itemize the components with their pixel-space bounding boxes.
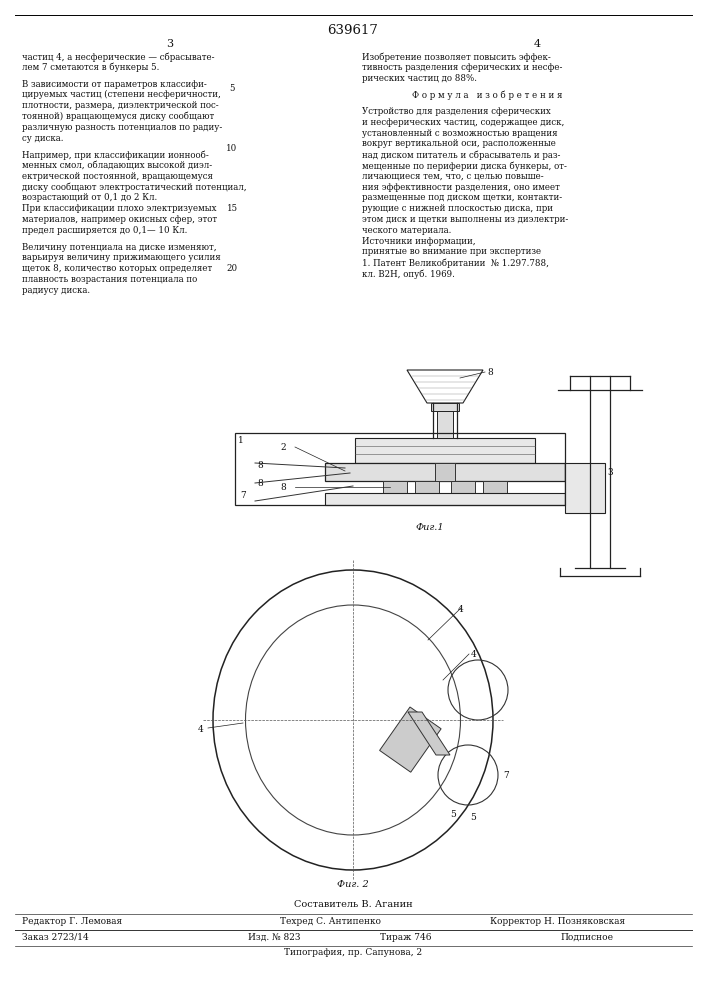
Bar [483,481,507,493]
Text: варьируя величину прижимающего усилия: варьируя величину прижимающего усилия [22,253,221,262]
Text: Ф о р м у л а   и з о б р е т е н и я: Ф о р м у л а и з о б р е т е н и я [412,90,563,100]
Text: 10: 10 [226,144,238,153]
Polygon shape [408,712,450,755]
Text: 5: 5 [470,813,476,822]
Text: 639617: 639617 [327,23,378,36]
Text: принятые во внимание при экспертизе: принятые во внимание при экспертизе [362,247,541,256]
Text: Изд. № 823: Изд. № 823 [248,933,300,942]
Text: различную разность потенциалов по радиу-: различную разность потенциалов по радиу- [22,123,222,132]
Bar [415,481,439,493]
Text: радиусу диска.: радиусу диска. [22,286,90,295]
Text: Изобретение позволяет повысить эффек-: Изобретение позволяет повысить эффек- [362,52,551,62]
Bar [451,481,475,493]
Text: лем 7 сметаются в бункеры 5.: лем 7 сметаются в бункеры 5. [22,63,159,72]
Text: тивность разделения сферических и несфе-: тивность разделения сферических и несфе- [362,63,562,72]
Bar [383,481,407,493]
Text: вокруг вертикальной оси, расположенные: вокруг вертикальной оси, расположенные [362,139,556,148]
Text: 1: 1 [238,436,244,445]
Text: цируемых частиц (степени несферичности,: цируемых частиц (степени несферичности, [22,90,221,99]
Text: 15: 15 [226,204,238,213]
Text: менных смол, обладающих высокой диэл-: менных смол, обладающих высокой диэл- [22,161,212,170]
Text: 1. Патент Великобритании  № 1.297.788,: 1. Патент Великобритании № 1.297.788, [362,258,549,268]
Text: Фиг. 2: Фиг. 2 [337,880,369,889]
Bar [435,463,455,481]
Text: При классификации плохо электризуемых: При классификации плохо электризуемых [22,204,216,213]
Text: Типография, пр. Сапунова, 2: Типография, пр. Сапунова, 2 [284,948,422,957]
Text: щеток 8, количество которых определяет: щеток 8, количество которых определяет [22,264,212,273]
Text: 5: 5 [450,810,456,819]
Text: 4: 4 [471,650,477,659]
Bar [437,411,453,438]
Text: В зависимости от параметров классифи-: В зависимости от параметров классифи- [22,80,206,89]
Text: Источники информации,: Источники информации, [362,237,476,246]
Text: Заказ 2723/14: Заказ 2723/14 [22,933,89,942]
Bar [380,707,441,772]
Text: 4: 4 [198,725,204,734]
Text: установленный с возможностью вращения: установленный с возможностью вращения [362,129,558,138]
Text: 8: 8 [487,368,493,377]
Text: Редактор Г. Лемовая: Редактор Г. Лемовая [22,917,122,926]
Text: мещенные по периферии диска бункеры, от-: мещенные по периферии диска бункеры, от- [362,161,567,171]
Text: Подписное: Подписное [560,933,613,942]
Text: и несферических частиц, содержащее диск,: и несферических частиц, содержащее диск, [362,118,564,127]
Text: су диска.: су диска. [22,134,64,143]
Text: Например, при классификации ионнооб-: Например, при классификации ионнооб- [22,150,209,160]
Text: ния эффективности разделения, оно имеет: ния эффективности разделения, оно имеет [362,183,560,192]
Bar [325,463,565,481]
Text: Корректор Н. Позняковская: Корректор Н. Позняковская [490,917,625,926]
Text: Составитель В. Аганин: Составитель В. Аганин [293,900,412,909]
Text: 2: 2 [280,443,286,452]
Text: рических частиц до 88%.: рических частиц до 88%. [362,74,477,83]
Text: 3: 3 [166,39,173,49]
Text: Тираж 746: Тираж 746 [380,933,431,942]
Text: материалов, например окисных сфер, этот: материалов, например окисных сфер, этот [22,215,217,224]
Text: 3: 3 [607,468,613,477]
Text: рующие с нижней плоскостью диска, при: рующие с нижней плоскостью диска, при [362,204,553,213]
Text: диску сообщают электростатический потенциал,: диску сообщают электростатический потенц… [22,183,247,192]
Text: плотности, размера, диэлектрической пос-: плотности, размера, диэлектрической пос- [22,101,218,110]
Text: Техред С. Антипенко: Техред С. Антипенко [280,917,381,926]
Text: размещенные под диском щетки, контакти-: размещенные под диском щетки, контакти- [362,193,562,202]
Text: возрастающий от 0,1 до 2 Кл.: возрастающий от 0,1 до 2 Кл. [22,193,157,202]
Text: 20: 20 [226,264,238,273]
Text: 8: 8 [257,479,263,488]
Text: Устройство для разделения сферических: Устройство для разделения сферических [362,107,551,116]
Text: 8: 8 [280,483,286,492]
Bar [565,463,605,513]
Text: 7: 7 [240,491,246,500]
Bar [431,403,459,411]
Text: личающиеся тем, что, с целью повыше-: личающиеся тем, что, с целью повыше- [362,172,544,181]
Bar [325,493,565,505]
Bar [355,438,535,463]
Text: Величину потенциала на диске изменяют,: Величину потенциала на диске изменяют, [22,243,216,252]
Text: предел расширяется до 0,1— 10 Кл.: предел расширяется до 0,1— 10 Кл. [22,226,187,235]
Text: 4: 4 [534,39,541,49]
Text: 4: 4 [458,605,464,614]
Text: кл. B2H, опуб. 1969.: кл. B2H, опуб. 1969. [362,269,455,279]
Text: над диском питатель и сбрасыватель и раз-: над диском питатель и сбрасыватель и раз… [362,150,561,160]
Text: ектрической постоянной, вращающемуся: ектрической постоянной, вращающемуся [22,172,213,181]
Text: плавность возрастания потенциала по: плавность возрастания потенциала по [22,275,197,284]
Text: ческого материала.: ческого материала. [362,226,451,235]
Text: 8: 8 [257,461,263,470]
Text: 5: 5 [229,84,235,93]
Text: частиц 4, а несферические — сбрасывате-: частиц 4, а несферические — сбрасывате- [22,52,214,62]
Bar [235,433,565,505]
Text: тоянной) вращающемуся диску сообщают: тоянной) вращающемуся диску сообщают [22,112,214,121]
Text: 7: 7 [503,770,509,780]
Text: Фиг.1: Фиг.1 [416,523,444,532]
Text: этом диск и щетки выполнены из диэлектри-: этом диск и щетки выполнены из диэлектри… [362,215,568,224]
